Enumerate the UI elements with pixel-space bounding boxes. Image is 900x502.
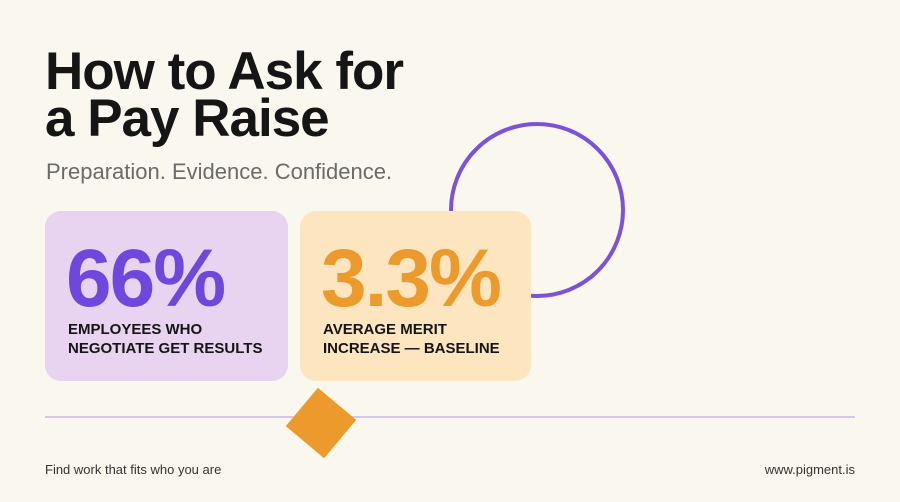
decor-circle: [449, 122, 625, 298]
stat-card: [300, 211, 531, 381]
title: How to Ask for: [45, 42, 403, 101]
stat-value: 3.3%: [321, 233, 500, 324]
stat-value: 66%: [66, 233, 224, 324]
title: a Pay Raise: [45, 89, 329, 148]
subtitle: Preparation. Evidence. Confidence.: [46, 159, 392, 184]
stat-label: EMPLOYEES WHO: [68, 321, 203, 338]
decor-diamond: [285, 387, 357, 459]
stat-label: NEGOTIATE GET RESULTS: [68, 340, 262, 357]
footer-right: www.pigment.is: [764, 462, 856, 477]
stat-card: [45, 211, 288, 381]
stat-label: INCREASE — BASELINE: [323, 340, 500, 357]
stat-label: AVERAGE MERIT: [323, 321, 447, 338]
footer-left: Find work that fits who you are: [45, 462, 221, 477]
